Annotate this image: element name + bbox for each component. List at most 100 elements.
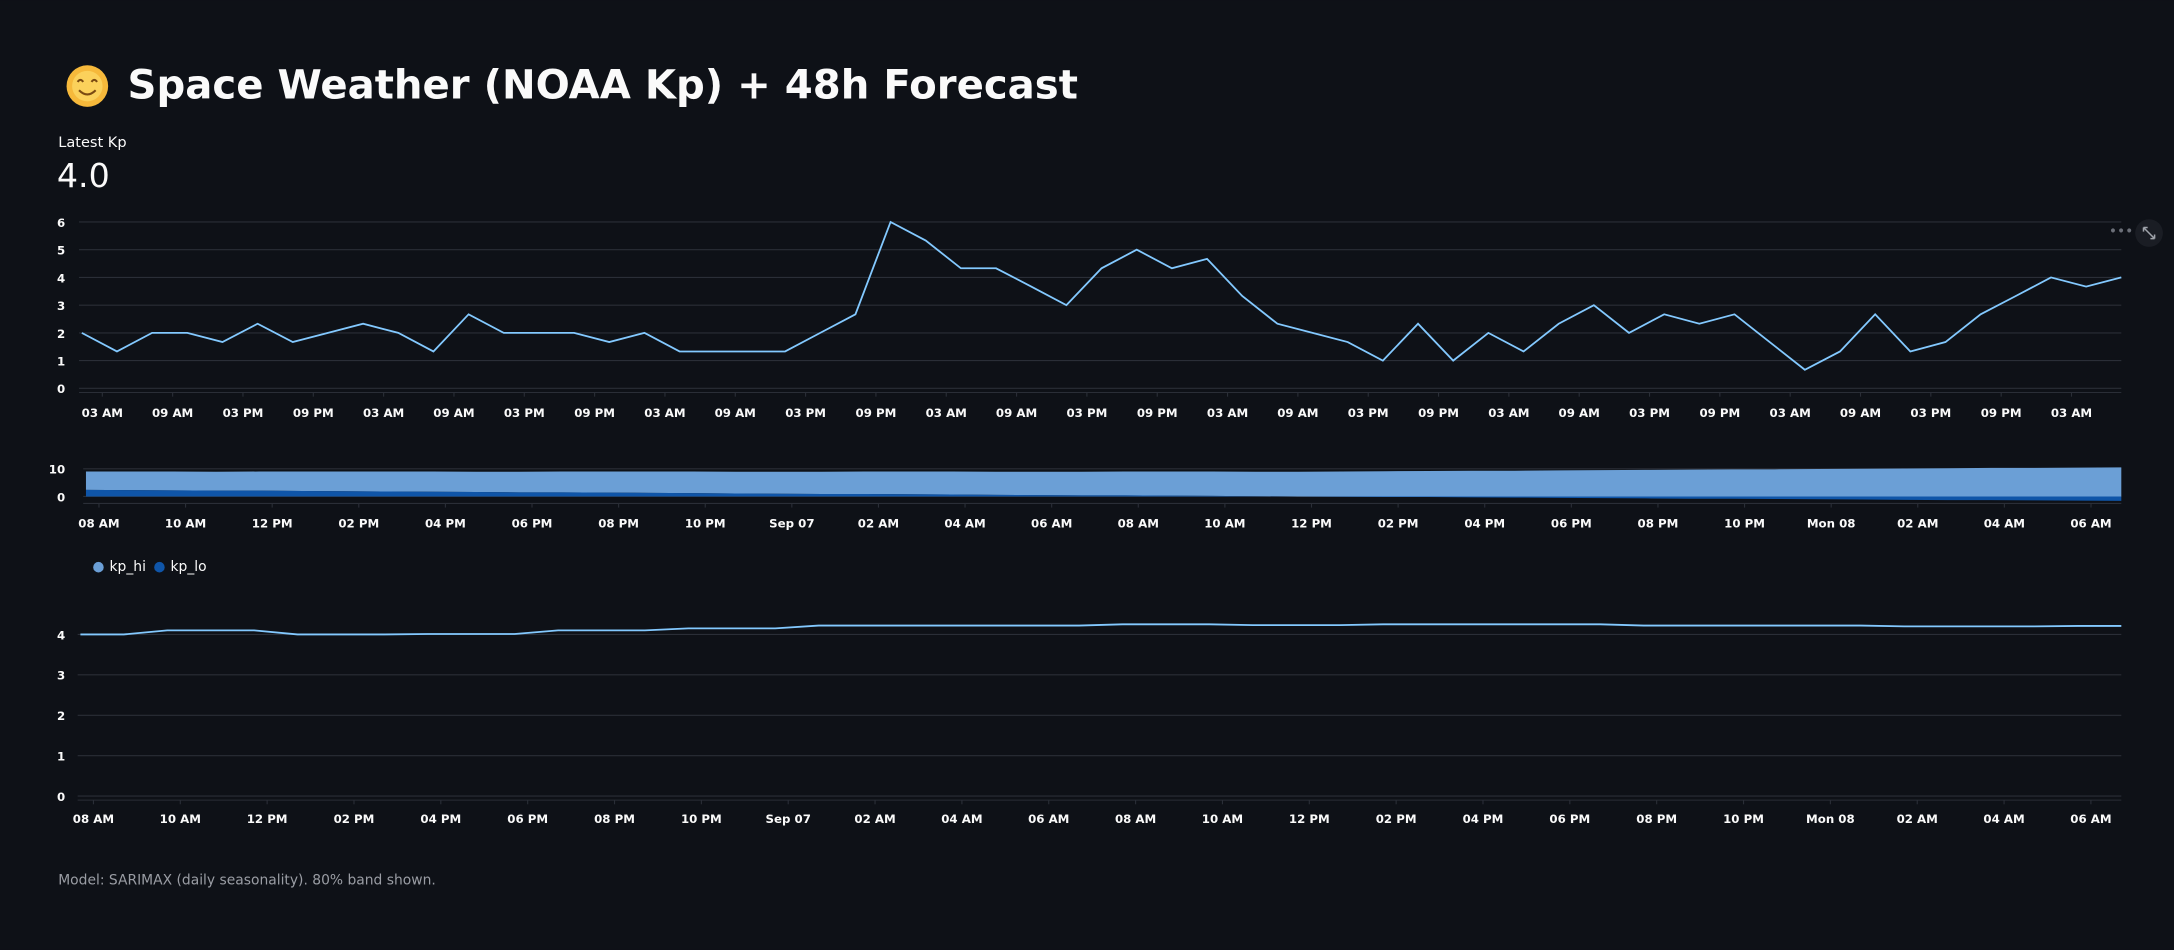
x-tick-label: 06 AM: [2070, 812, 2111, 826]
x-tick-label: 04 PM: [1463, 812, 1504, 826]
x-tick-label: 09 PM: [856, 406, 897, 420]
x-tick-label: 08 AM: [1118, 517, 1159, 531]
caption: Model: SARIMAX (daily seasonality). 80% …: [58, 873, 436, 889]
x-tick-label: Mon 08: [1806, 812, 1855, 826]
x-tick-label: 09 AM: [433, 406, 474, 420]
x-tick-label: 12 PM: [1289, 812, 1330, 826]
x-tick-label: 06 PM: [512, 517, 553, 531]
x-tick-label: 06 AM: [1031, 517, 1072, 531]
legend-label: kp_hi: [110, 559, 146, 575]
x-tick-label: 04 AM: [1984, 517, 2025, 531]
x-tick-label: 04 PM: [1464, 517, 1505, 531]
x-tick-label: 03 PM: [1067, 406, 1108, 420]
x-tick-label: 02 AM: [1897, 517, 1938, 531]
x-tick-label: 08 PM: [594, 812, 635, 826]
x-tick-label: 03 PM: [1629, 406, 1670, 420]
data-line: [81, 220, 2122, 371]
x-tick-label: 03 AM: [363, 406, 404, 420]
y-tick-label: 0: [57, 490, 65, 504]
x-tick-label: 09 AM: [1277, 406, 1318, 420]
x-tick-label: 02 AM: [854, 812, 895, 826]
metric-label: Latest Kp: [58, 134, 126, 151]
x-tick-label: 03 PM: [1348, 406, 1389, 420]
y-tick-label: 4: [57, 628, 65, 642]
x-tick-label: 10 PM: [1723, 812, 1764, 826]
x-tick-label: Sep 07: [766, 812, 811, 826]
y-tick-label: 0: [57, 790, 65, 804]
fullscreen-button[interactable]: [2135, 219, 2163, 247]
x-tick-label: 09 AM: [996, 406, 1037, 420]
y-tick-label: 5: [57, 244, 65, 258]
y-tick-label: 2: [57, 327, 65, 341]
x-tick-label: 04 PM: [420, 812, 461, 826]
x-tick-label: 06 PM: [507, 812, 548, 826]
y-tick-label: 2: [57, 709, 65, 723]
y-tick-label: 10: [49, 463, 65, 477]
x-tick-label: 10 AM: [1202, 812, 1243, 826]
x-tick-label: 03 PM: [223, 406, 264, 420]
x-tick-label: 06 AM: [2070, 517, 2111, 531]
x-tick-label: 04 AM: [941, 812, 982, 826]
x-tick-label: 09 PM: [574, 406, 615, 420]
x-tick-label: 12 PM: [247, 812, 288, 826]
x-tick-label: 04 AM: [944, 517, 985, 531]
x-tick-label: Mon 08: [1807, 517, 1856, 531]
x-tick-label: 12 PM: [252, 517, 293, 531]
x-tick-label: 08 AM: [1115, 812, 1156, 826]
metric-value: 4.0: [57, 156, 110, 195]
x-tick-label: 04 PM: [425, 517, 466, 531]
x-tick-label: 12 PM: [1291, 517, 1332, 531]
x-tick-label: 03 PM: [1910, 406, 1951, 420]
x-tick-label: 03 AM: [82, 406, 123, 420]
x-tick-label: 03 AM: [1207, 406, 1248, 420]
x-tick-label: 03 AM: [2051, 406, 2092, 420]
x-tick-label: 10 PM: [1724, 517, 1765, 531]
x-tick-label: 03 AM: [1488, 406, 1529, 420]
x-tick-label: 03 PM: [785, 406, 826, 420]
x-tick-label: 03 PM: [504, 406, 545, 420]
x-tick-label: 09 PM: [1137, 406, 1178, 420]
x-tick-label: 08 AM: [78, 517, 119, 531]
legend-label: kp_lo: [171, 559, 207, 575]
x-tick-label: 03 AM: [1770, 406, 1811, 420]
x-tick-label: 02 AM: [1897, 812, 1938, 826]
x-tick-label: 08 PM: [1636, 812, 1677, 826]
y-tick-label: 6: [57, 216, 65, 230]
y-tick-label: 3: [57, 299, 65, 313]
x-tick-label: 02 PM: [1378, 517, 1419, 531]
x-tick-label: 02 PM: [334, 812, 375, 826]
legend-swatch: [154, 561, 165, 573]
x-tick-label: 02 PM: [338, 517, 379, 531]
x-tick-label: Sep 07: [769, 517, 814, 531]
x-tick-label: 09 PM: [1418, 406, 1459, 420]
x-tick-label: 06 AM: [1028, 812, 1069, 826]
legend-swatch: [93, 561, 104, 573]
menu-dots[interactable]: •••: [2109, 224, 2134, 240]
x-tick-label: 10 AM: [165, 517, 206, 531]
x-tick-label: 09 AM: [152, 406, 193, 420]
x-tick-label: 10 AM: [1204, 517, 1245, 531]
y-tick-label: 1: [57, 355, 65, 369]
sun-icon: [66, 65, 109, 107]
y-tick-label: 0: [57, 382, 65, 396]
x-tick-label: 09 PM: [1699, 406, 1740, 420]
data-line: [80, 623, 2122, 636]
x-tick-label: 02 PM: [1376, 812, 1417, 826]
x-tick-label: 04 AM: [1983, 812, 2024, 826]
y-tick-label: 1: [57, 750, 65, 764]
x-tick-label: 09 AM: [1559, 406, 1600, 420]
data-area: [85, 467, 2122, 497]
data-area: [85, 489, 2122, 501]
x-tick-label: 08 PM: [598, 517, 639, 531]
x-tick-label: 09 PM: [1981, 406, 2022, 420]
x-tick-label: 03 AM: [926, 406, 967, 420]
page-title: Space Weather (NOAA Kp) + 48h Forecast: [128, 62, 1078, 108]
x-tick-label: 09 AM: [1840, 406, 1881, 420]
x-tick-label: 06 PM: [1549, 812, 1590, 826]
y-tick-label: 4: [57, 271, 65, 285]
x-tick-label: 08 PM: [1638, 517, 1679, 531]
x-tick-label: 08 AM: [73, 812, 114, 826]
x-tick-label: 10 AM: [160, 812, 201, 826]
x-tick-label: 03 AM: [644, 406, 685, 420]
